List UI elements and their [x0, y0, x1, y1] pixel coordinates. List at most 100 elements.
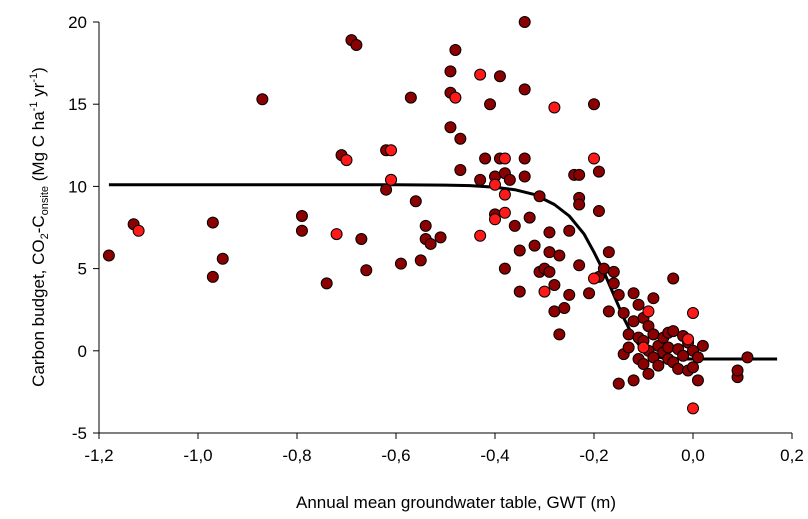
data-point-bright — [330, 228, 343, 241]
data-point-dark — [612, 288, 625, 301]
data-point-bright — [489, 213, 501, 226]
data-point-dark — [523, 211, 536, 224]
data-points-layer — [102, 16, 754, 415]
x-tick-label: -0,2 — [579, 446, 608, 465]
data-point-dark — [102, 249, 115, 262]
data-point-bright — [588, 272, 600, 285]
data-point-bright — [498, 188, 511, 201]
data-point-dark — [206, 270, 219, 283]
data-point-dark — [563, 224, 576, 237]
axes: -5 0 5 10 15 20 -1,2 -1,0 -0,8 -0,6 -0,4 -0,2 0,0 0,2 — [68, 13, 804, 465]
data-point-dark — [573, 168, 586, 181]
y-axis-label-sub: 2 — [39, 233, 51, 239]
data-point-dark — [642, 367, 655, 380]
data-point-bright — [548, 101, 561, 114]
data-point-dark — [558, 302, 571, 315]
data-point-dark — [627, 315, 640, 328]
data-point-dark — [627, 374, 640, 387]
data-point-dark — [696, 339, 709, 352]
data-point-dark — [597, 262, 610, 275]
data-point-dark — [543, 246, 556, 259]
y-axis-label-part: ) — [29, 67, 48, 73]
data-point-dark — [741, 351, 754, 364]
data-point-dark — [528, 239, 541, 252]
data-point-dark — [508, 219, 521, 232]
data-point-bright — [474, 229, 487, 242]
data-point-bright — [588, 152, 600, 165]
data-point-dark — [667, 272, 680, 285]
data-point-dark — [206, 216, 219, 229]
data-point-dark — [518, 152, 531, 165]
data-point-dark — [662, 341, 675, 354]
data-point-dark — [380, 183, 393, 196]
y-axis-label-sub: onsite — [39, 186, 51, 215]
data-point-dark — [518, 170, 531, 183]
data-point-dark — [424, 237, 437, 250]
data-point-bright — [687, 306, 699, 319]
data-point-dark — [622, 341, 635, 354]
data-point-bright — [340, 154, 353, 167]
data-point-bright — [132, 224, 145, 237]
data-point-dark — [672, 362, 685, 375]
data-point-dark — [518, 16, 531, 28]
data-point-dark — [691, 351, 704, 364]
y-axis-label-part: yr — [29, 82, 48, 101]
data-point-dark — [573, 198, 586, 211]
y-tick-label: 5 — [78, 260, 87, 279]
data-point-bright — [474, 68, 487, 81]
data-point-dark — [632, 298, 645, 311]
data-point-dark — [667, 325, 680, 338]
data-point-dark — [518, 83, 531, 96]
x-axis-label: Annual mean groundwater table, GWT (m) — [296, 493, 616, 512]
y-axis-label-part: -C — [29, 215, 48, 233]
data-point-dark — [543, 265, 556, 278]
data-point-dark — [256, 93, 269, 106]
x-tick-label: 0,2 — [780, 446, 804, 465]
data-point-dark — [295, 209, 308, 222]
data-point-dark — [533, 190, 546, 203]
data-point-dark — [360, 264, 373, 277]
data-point-dark — [484, 98, 497, 111]
data-point-dark — [548, 279, 561, 292]
data-point-dark — [652, 359, 665, 372]
data-point-dark — [493, 70, 506, 83]
y-tick-label: 15 — [68, 95, 87, 114]
data-point-dark — [687, 361, 699, 374]
data-point-dark — [414, 254, 427, 267]
data-point-dark — [513, 285, 526, 298]
data-point-dark — [607, 265, 620, 278]
data-point-dark — [647, 292, 660, 305]
data-point-dark — [622, 328, 635, 341]
data-point-bright — [498, 206, 511, 219]
data-point-dark — [350, 39, 363, 52]
data-point-dark — [592, 165, 605, 178]
y-axis-label-sup: -1 — [28, 73, 40, 83]
y-axis-label: Carbon budget, CO2-Consite (Mg C ha -1 yr… — [28, 67, 51, 387]
data-point-dark — [355, 233, 368, 246]
y-axis-label-part: (Mg C ha — [29, 111, 48, 186]
data-point-dark — [498, 262, 511, 275]
data-point-dark — [513, 244, 526, 257]
data-point-dark — [607, 277, 620, 290]
data-point-bright — [489, 178, 501, 191]
data-point-dark — [444, 121, 457, 134]
data-point-dark — [647, 328, 660, 341]
data-point-dark — [404, 91, 417, 104]
data-point-dark — [449, 43, 462, 56]
x-tick-label: -1,2 — [84, 446, 113, 465]
data-point-dark — [573, 259, 586, 272]
data-point-dark — [627, 287, 640, 300]
y-tick-label: 0 — [78, 342, 87, 361]
data-point-dark — [474, 173, 487, 186]
data-point-dark — [216, 252, 229, 265]
data-point-dark — [503, 173, 516, 186]
data-point-dark — [612, 377, 625, 390]
data-point-dark — [588, 98, 600, 111]
y-tick-label: -5 — [72, 424, 87, 443]
data-point-dark — [731, 364, 744, 377]
data-point-bright — [385, 173, 398, 186]
y-tick-label: 20 — [68, 13, 87, 32]
y-axis-label-part: Carbon budget, CO — [29, 239, 48, 386]
data-point-dark — [637, 357, 650, 370]
